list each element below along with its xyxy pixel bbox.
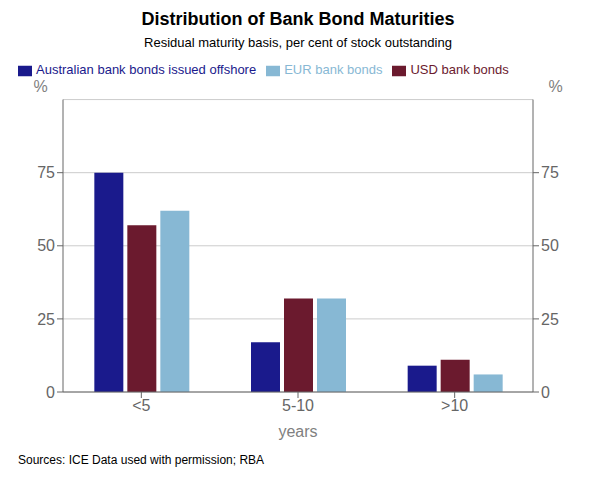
html-text:Residual maturity basis, per c: Residual maturity basis, per cent of sto…: [144, 35, 452, 50]
svg-text:25: 25: [541, 311, 559, 328]
svg-text:0: 0: [541, 384, 550, 401]
svg-text:0: 0: [46, 384, 55, 401]
svg-text:>10: >10: [441, 397, 468, 414]
svg-text:5-10: 5-10: [282, 397, 314, 414]
html-text:EUR bank bonds: EUR bank bonds: [284, 62, 383, 77]
svg-text:50: 50: [37, 237, 55, 254]
svg-text:75: 75: [541, 164, 559, 181]
html-text:Distribution of Bank Bond Matu: Distribution of Bank Bond Maturities: [141, 9, 455, 29]
svg-text:<5: <5: [132, 397, 150, 414]
svg-text:50: 50: [541, 237, 559, 254]
svg-text:75: 75: [37, 164, 55, 181]
svg-text:25: 25: [37, 311, 55, 328]
html-text:USD bank bonds: USD bank bonds: [410, 62, 509, 77]
svg-text:years: years: [278, 423, 317, 440]
html-text:Sources: ICE Data used with pe: Sources: ICE Data used with permission; …: [18, 453, 265, 467]
svg-text:%: %: [33, 78, 47, 95]
svg-text:%: %: [548, 78, 562, 95]
html-text:Australian bank bonds issued o: Australian bank bonds issued offshore: [36, 62, 257, 77]
